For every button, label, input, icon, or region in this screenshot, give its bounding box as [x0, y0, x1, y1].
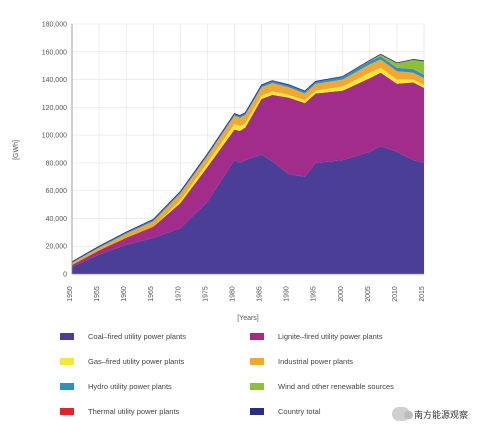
- area-series-3: [72, 59, 424, 265]
- x-tick-label: 1965: [148, 286, 155, 302]
- y-tick-label: 20,000: [46, 244, 68, 251]
- x-tick-label: 2005: [365, 286, 372, 302]
- axes: 0 20,000 40,000 60,000 80,000 100,000 120,000 1…: [42, 22, 426, 302]
- y-axis-label: [GWh]: [13, 140, 20, 160]
- legend-label-hydro: Hydro utility power plants: [88, 381, 172, 391]
- legend-label-gas: Gas–fired utility power plants: [88, 356, 185, 366]
- area-series-1: [72, 72, 424, 268]
- x-tick-label: 1985: [257, 286, 264, 302]
- legend-item-coal: Coal–fired utility power plants: [60, 330, 240, 342]
- x-tick-label: 2015: [419, 286, 426, 302]
- x-tick-label: 1950: [67, 286, 74, 302]
- legend-label-wind: Wind and other renewable sources: [278, 381, 394, 391]
- x-tick-label: 1980: [229, 286, 236, 302]
- y-tick-label: 100,000: [42, 133, 67, 140]
- x-tick-label: 1995: [311, 286, 318, 302]
- x-tick-label: 2010: [392, 286, 399, 302]
- x-tick-label: 1990: [284, 286, 291, 302]
- chart: 0 20,000 40,000 60,000 80,000 100,000 120,000 1…: [13, 22, 426, 323]
- wechat-icon: [391, 407, 413, 421]
- legend-swatch-thermal: [60, 407, 74, 415]
- legend-label-country-total: Country total: [278, 406, 321, 416]
- x-tick-label: 1975: [202, 286, 209, 302]
- country-total-line: [71, 53, 425, 263]
- x-tick-label: 2000: [338, 286, 345, 302]
- y-tick-label: 60,000: [46, 188, 68, 195]
- y-tick-label: 120,000: [42, 105, 67, 112]
- legend-label-lignite: Lignite–fired utility power plants: [278, 331, 383, 341]
- x-axis-label: [Years]: [237, 315, 259, 322]
- legend-item-country-total: Country total: [250, 405, 430, 417]
- watermark-text: 南方能源观察: [413, 409, 468, 420]
- legend-item-lignite: Lignite–fired utility power plants: [250, 330, 430, 342]
- x-tick-label: 1955: [94, 286, 101, 302]
- legend-label-industrial: Industrial power plants: [278, 356, 354, 366]
- legend-swatch-gas: [60, 357, 74, 365]
- legend-label-thermal: Thermal utility power plants: [88, 406, 180, 416]
- x-tick-label: 1960: [121, 286, 128, 302]
- y-tick-label: 180,000: [42, 22, 67, 29]
- x-tick-label: 1970: [175, 286, 182, 302]
- y-tick-label: 40,000: [46, 216, 68, 223]
- legend-swatch-wind: [250, 382, 264, 390]
- y-tick-label: 0: [63, 272, 67, 279]
- legend-swatch-country-total: [250, 407, 264, 415]
- legend-item-thermal: Thermal utility power plants: [60, 405, 240, 417]
- legend-swatch-hydro: [60, 382, 74, 390]
- area-series-group: [71, 53, 425, 274]
- legend-swatch-lignite: [250, 332, 264, 340]
- legend-swatch-industrial: [250, 357, 264, 365]
- legend-swatch-coal: [60, 332, 74, 340]
- legend-item-hydro: Hydro utility power plants: [60, 380, 240, 392]
- y-tick-label: 80,000: [46, 160, 68, 167]
- legend-item-gas: Gas–fired utility power plants: [60, 355, 240, 367]
- legend-label-coal: Coal–fired utility power plants: [88, 331, 186, 341]
- y-tick-label: 140,000: [42, 77, 67, 84]
- y-tick-label: 160,000: [42, 49, 67, 56]
- legend-item-industrial: Industrial power plants: [250, 355, 430, 367]
- watermark: 南方能源观察: [391, 407, 468, 421]
- legend-item-wind: Wind and other renewable sources: [250, 380, 430, 392]
- area-series-0: [72, 146, 424, 274]
